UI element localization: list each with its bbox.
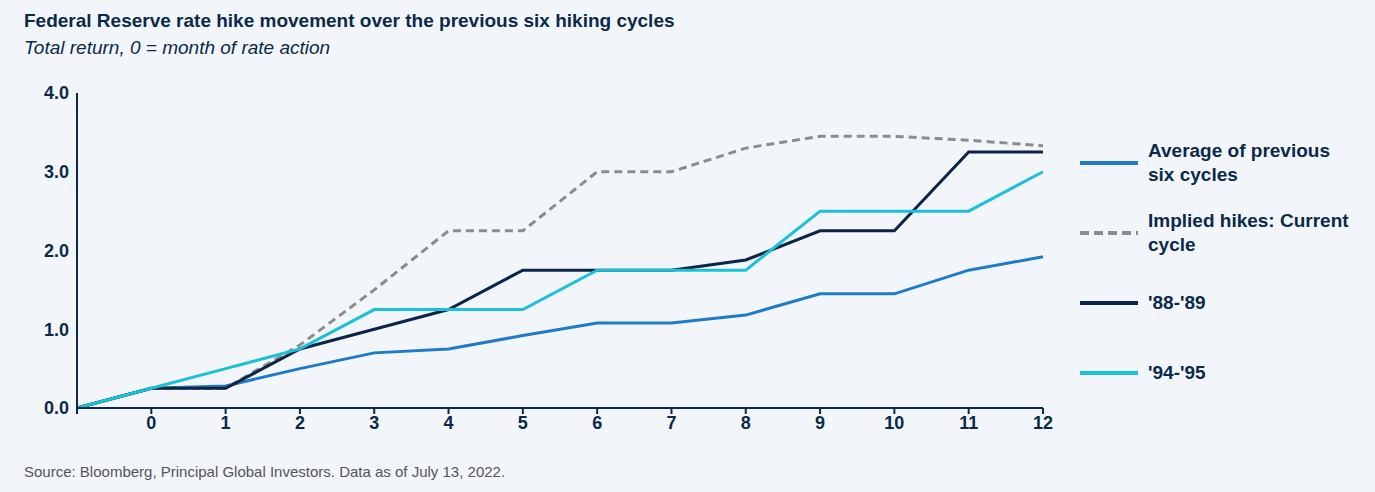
svg-text:0: 0 (146, 413, 156, 433)
svg-text:7: 7 (666, 413, 676, 433)
svg-text:3: 3 (369, 413, 379, 433)
html-text:Source: Bloomberg, Principal G: Source: Bloomberg, Principal Global Inve… (24, 463, 506, 480)
svg-text:0.0: 0.0 (44, 398, 69, 418)
html-text:'88-'89: '88-'89 (1148, 292, 1206, 313)
svg-text:11: 11 (959, 413, 978, 433)
svg-text:2.0: 2.0 (44, 241, 69, 261)
svg-text:2: 2 (295, 413, 305, 433)
svg-text:3.0: 3.0 (44, 162, 69, 182)
svg-text:6: 6 (592, 413, 602, 433)
html-text:Federal Reserve rate hike move: Federal Reserve rate hike movement over … (24, 10, 675, 31)
svg-text:5: 5 (518, 413, 528, 433)
svg-text:8: 8 (741, 413, 751, 433)
html-text:Average of previous six cycles: Average of previous six cycles (1148, 140, 1330, 185)
svg-text:1: 1 (221, 413, 231, 433)
svg-text:10: 10 (884, 413, 904, 433)
html-text:'94-'95: '94-'95 (1148, 362, 1206, 383)
html-text:Total return, 0 = month of rat: Total return, 0 = month of rate action (24, 37, 331, 58)
svg-text:9: 9 (815, 413, 825, 433)
html-text:Implied hikes: Current cycle: Implied hikes: Current cycle (1148, 210, 1349, 255)
svg-text:4: 4 (444, 413, 454, 433)
svg-text:12: 12 (1033, 413, 1053, 433)
svg-text:4.0: 4.0 (44, 83, 69, 103)
svg-text:1.0: 1.0 (44, 320, 69, 340)
